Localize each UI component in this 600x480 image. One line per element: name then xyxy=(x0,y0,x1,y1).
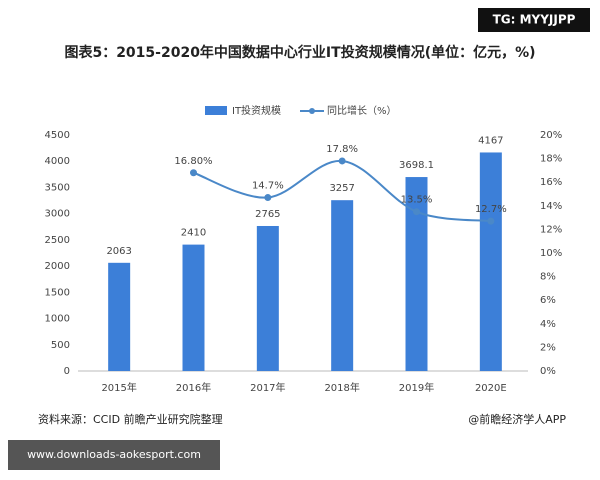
tag: TG: MYYJJPP xyxy=(493,13,576,27)
bar xyxy=(405,177,428,371)
bar xyxy=(479,152,502,371)
chart-title: 图表5：2015-2020年中国数据中心行业IT投资规模情况(单位：亿元，%) xyxy=(64,45,536,61)
y2-tick-label: 6% xyxy=(540,295,556,306)
y2-tick-label: 2% xyxy=(540,342,556,353)
source: 资料来源：CCID 前瞻产业研究院整理 xyxy=(38,412,223,426)
x-tick-label: 2016年 xyxy=(176,381,211,394)
bar-value-label: 2765 xyxy=(255,209,280,220)
y2-tick-label: 0% xyxy=(540,366,556,377)
site: www.downloads-aokesport.com xyxy=(27,448,201,461)
y-tick-label: 4000 xyxy=(45,156,70,167)
bar-value-label: 3698.1 xyxy=(399,160,434,171)
line-value-label: 16.80% xyxy=(174,156,212,167)
bar xyxy=(256,225,279,371)
y-tick-label: 2000 xyxy=(45,261,70,272)
credit: @前瞻经济学人APP xyxy=(468,412,566,426)
x-tick-label: 2018年 xyxy=(324,381,359,394)
title-box: 图表5：2015-2020年中国数据中心行业IT投资规模情况(单位：亿元，%) xyxy=(64,45,536,61)
bar xyxy=(182,244,205,371)
y2-tick-label: 10% xyxy=(540,248,562,259)
y-tick-label: 3000 xyxy=(45,209,70,220)
tag-box xyxy=(478,8,590,32)
legend-swatch xyxy=(205,106,227,115)
line-point xyxy=(487,217,495,225)
bar-value-label: 2410 xyxy=(181,228,206,239)
bar xyxy=(331,200,354,371)
x-tick-label: 2019年 xyxy=(399,381,434,394)
bar xyxy=(108,262,131,371)
line-point xyxy=(264,194,272,202)
x-tick-label: 2017年 xyxy=(250,381,285,394)
bar-value-label: 4167 xyxy=(478,135,503,146)
y2-tick-label: 4% xyxy=(540,319,556,330)
y-tick-label: 500 xyxy=(51,340,70,351)
y-tick-label: 0 xyxy=(64,366,70,377)
y-tick-label: 3500 xyxy=(45,182,70,193)
y2-tick-label: 16% xyxy=(540,177,562,188)
line-value-label: 17.8% xyxy=(326,144,358,155)
y-tick-label: 1500 xyxy=(45,287,70,298)
line-value-label: 12.7% xyxy=(475,204,507,215)
legend-label: 同比增长（%） xyxy=(327,104,397,117)
y2-tick-label: 8% xyxy=(540,272,556,283)
bar-value-label: 3257 xyxy=(329,183,354,194)
x-tick-label: 2020E xyxy=(475,383,507,394)
line-point xyxy=(338,157,346,165)
y2-tick-label: 14% xyxy=(540,201,562,212)
y2-tick-label: 12% xyxy=(540,224,562,235)
x-tick-label: 2015年 xyxy=(101,381,136,394)
site-box xyxy=(8,440,220,470)
bar-value-label: 2063 xyxy=(106,246,131,257)
y-tick-label: 2500 xyxy=(45,235,70,246)
y-tick-label: 1000 xyxy=(45,314,70,325)
legend-label: IT投资规模 xyxy=(232,104,281,117)
legend-swatch xyxy=(309,108,315,114)
line-value-label: 14.7% xyxy=(252,181,284,192)
y2-tick-label: 18% xyxy=(540,154,562,165)
line-point xyxy=(413,208,420,216)
y-tick-label: 4500 xyxy=(45,130,70,141)
line-point xyxy=(190,169,197,177)
line-value-label: 13.5% xyxy=(401,195,433,206)
y2-tick-label: 20% xyxy=(540,130,562,141)
